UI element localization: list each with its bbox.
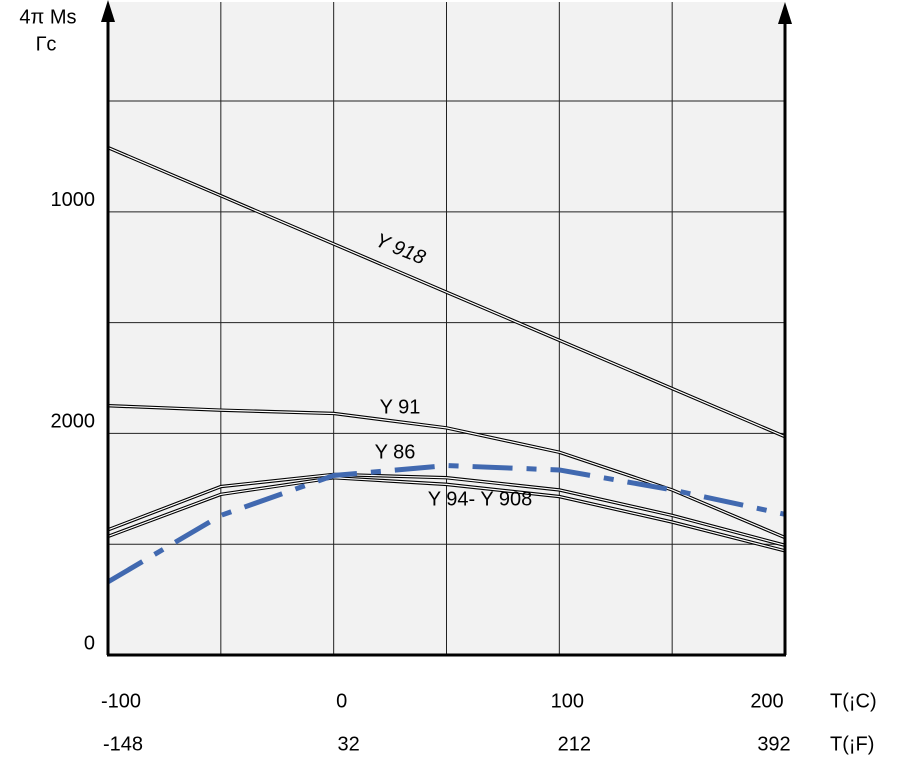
x-axis-label: T(¡C) [830, 690, 877, 712]
y-axis-arrow [101, 0, 115, 22]
series-label: Y 91 [380, 396, 421, 418]
y-axis-unit: Гс [36, 33, 57, 55]
x-tick-label: 200 [750, 690, 783, 712]
x-tick-label: 0 [336, 690, 347, 712]
x-tick-label: 100 [551, 690, 584, 712]
x2-tick-label: 212 [558, 733, 591, 755]
series-label: Y 94- Y 908 [428, 488, 533, 510]
y-tick-label: 2000 [51, 411, 96, 433]
x-tick-label: -100 [101, 690, 141, 712]
x2-tick-label: -148 [103, 733, 143, 755]
x2-axis-label: T(¡F) [830, 733, 874, 755]
series-line-core [107, 405, 786, 539]
y-tick-label: 0 [84, 632, 95, 654]
y-tick-label: 1000 [51, 189, 96, 211]
series-line-core [107, 473, 786, 546]
x2-tick-label: 32 [338, 733, 360, 755]
y2-axis-arrow [778, 2, 792, 24]
series-line-core [107, 147, 786, 438]
series-line-core [107, 477, 786, 552]
y-axis-label: 4π Ms [19, 6, 76, 28]
x2-tick-label: 392 [757, 733, 790, 755]
series-label: Y 86 [375, 441, 416, 463]
